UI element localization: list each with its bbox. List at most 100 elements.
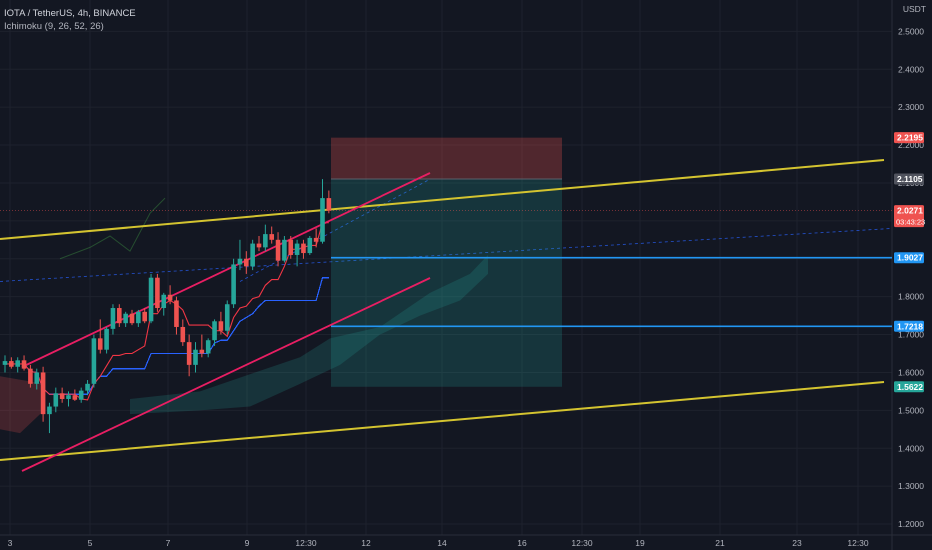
candle-body [186,342,192,365]
ichimoku-cloud-bearish [0,376,44,434]
candle-body [40,372,46,415]
x-tick-label: 16 [517,538,527,548]
candle-body [307,237,313,254]
y-tick-label: 2.3000 [898,102,924,112]
candle-body [91,338,97,384]
price-tag [894,205,924,228]
channel-upper-yellow [0,159,885,240]
dashed-trend-line [0,228,893,282]
y-tick-label: 1.7000 [898,330,924,340]
candle-body [294,243,300,255]
candle-body [161,294,167,309]
y-tick-label: 1.2000 [898,519,924,529]
candle-body [263,234,268,248]
candle-body [231,264,236,305]
candle-body [117,308,122,324]
candle-body [72,395,78,400]
x-tick-label: 23 [792,538,802,548]
candle-body [85,383,90,391]
price-tag-label: 1.7218 [897,321,923,331]
candle-body [256,243,262,248]
candle-body [28,368,33,384]
candle-body [53,393,59,407]
candle-body [47,406,52,415]
x-tick-label: 14 [437,538,447,548]
ichimoku-cloud-bullish [130,254,488,415]
channel-lower-yellow [0,381,885,461]
y-tick-label: 1.8000 [898,292,924,302]
x-tick-label: 5 [88,538,93,548]
x-tick-label: 3 [8,538,13,548]
candle-body [326,198,332,211]
currency-label[interactable]: USDT [902,4,926,14]
x-tick-label: 12:30 [571,538,593,548]
symbol-title: IOTA / TetherUS, 4h, BINANCE [4,8,136,19]
price-tag-label: 1.5622 [897,382,923,392]
price-tag-label: 2.1105 [897,174,923,184]
candle-body [244,258,249,267]
candle-body [104,328,109,350]
candle-body [301,243,306,254]
price-tag-label: 2.2195 [897,133,923,143]
ichimoku-lagging-span [59,197,166,260]
price-tag [894,132,924,144]
candle-body [205,340,211,354]
candle-body [129,313,135,324]
candle-body [34,372,40,384]
price-tag-countdown: 03:43:23 [896,218,925,227]
position-stop-zone [331,137,562,179]
candle-body [123,313,128,324]
price-tag [894,252,924,264]
candle-body [250,243,255,267]
candle-body [142,311,147,322]
price-tag [894,381,924,393]
candle-body [148,277,154,322]
candle-body [78,390,84,400]
candle-body [193,349,198,365]
candle-body [269,234,274,240]
candle-body [218,321,224,331]
x-tick-label: 12:30 [295,538,317,548]
candle-body [275,239,281,261]
x-tick-label: 9 [245,538,250,548]
indicator-legend: Ichimoku (9, 26, 52, 26) [4,21,104,32]
candle-body [199,349,205,354]
candle-body [2,361,8,365]
x-tick-label: 12 [361,538,371,548]
candle-body [212,321,217,341]
candle-body [282,239,287,261]
candle-body [167,294,173,301]
channel-lower-pink [21,277,431,472]
x-tick-label: 7 [166,538,171,548]
candle-body [224,304,230,331]
price-tag-label: 2.0271 [897,206,923,216]
y-tick-label: 2.5000 [898,26,924,36]
x-tick-label: 19 [635,538,645,548]
candle-body [288,239,294,255]
candle-body [97,338,103,350]
candle-body [155,277,160,309]
candle-body [136,311,141,324]
x-tick-label: 21 [715,538,725,548]
candle-body [180,326,186,343]
price-tag-label: 1.9027 [897,253,923,263]
candle-body [21,360,27,369]
x-tick-label: 12:30 [847,538,869,548]
price-tag [894,320,924,332]
y-tick-label: 1.3000 [898,481,924,491]
y-tick-label: 1.5000 [898,405,924,415]
candle-body [313,237,319,242]
candle-body [15,360,20,367]
y-tick-label: 2.2000 [898,140,924,150]
ichimoku-conversion-line [5,222,329,401]
position-target-zone [331,178,562,387]
candle-body [174,300,179,327]
candle-body [237,258,243,265]
y-tick-label: 1.4000 [898,443,924,453]
candle-body [320,198,325,242]
y-tick-label: 1.6000 [898,367,924,377]
candle-body [9,361,14,367]
candle-body [66,395,71,399]
